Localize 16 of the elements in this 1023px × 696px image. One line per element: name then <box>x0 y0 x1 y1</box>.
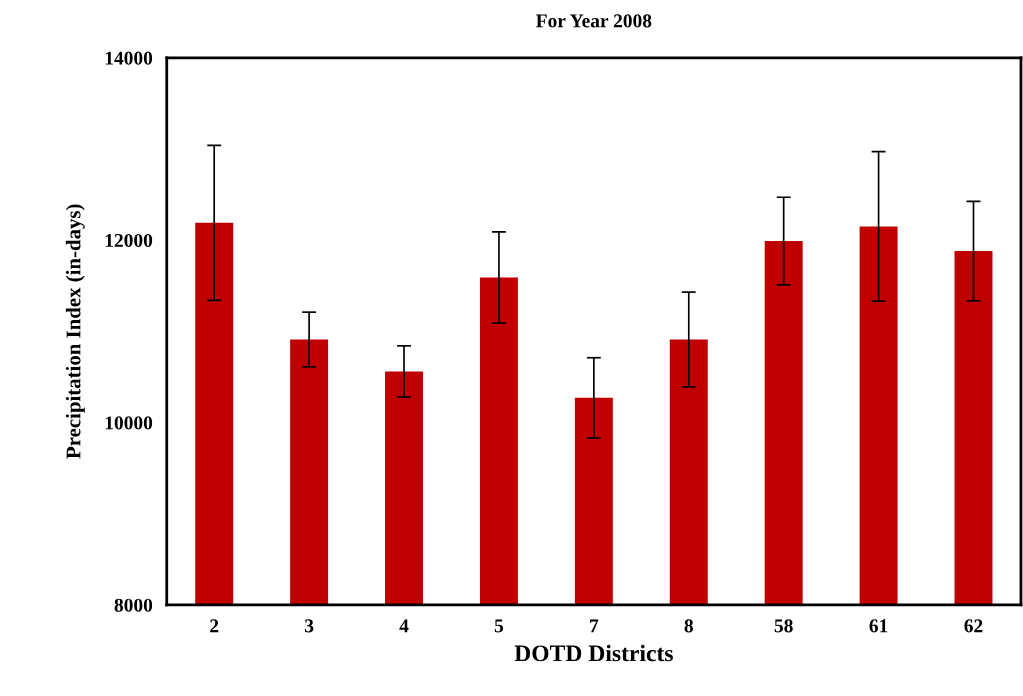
y-tick-label: 12000 <box>105 233 153 248</box>
y-tick-label: 10000 <box>105 416 153 430</box>
x-tick-label: 61 <box>869 619 888 633</box>
x-tick-label: 2 <box>210 619 219 633</box>
x-tick-label: 7 <box>590 619 599 633</box>
x-tick-label: 8 <box>684 619 693 633</box>
y-tick-label: 14000 <box>105 51 153 65</box>
y-axis-title: Precipitation Index (in-days) <box>65 204 85 459</box>
x-tick-label: 58 <box>774 619 793 633</box>
x-tick-label: 62 <box>964 619 983 633</box>
x-tick-label: 4 <box>399 619 409 633</box>
x-axis-title: DOTD Districts <box>514 644 673 662</box>
chart-title: For Year 2008 <box>536 14 652 28</box>
y-tick-label: 8000 <box>114 598 153 612</box>
x-tick-label: 5 <box>494 619 504 633</box>
x-tick-label: 3 <box>304 619 314 633</box>
